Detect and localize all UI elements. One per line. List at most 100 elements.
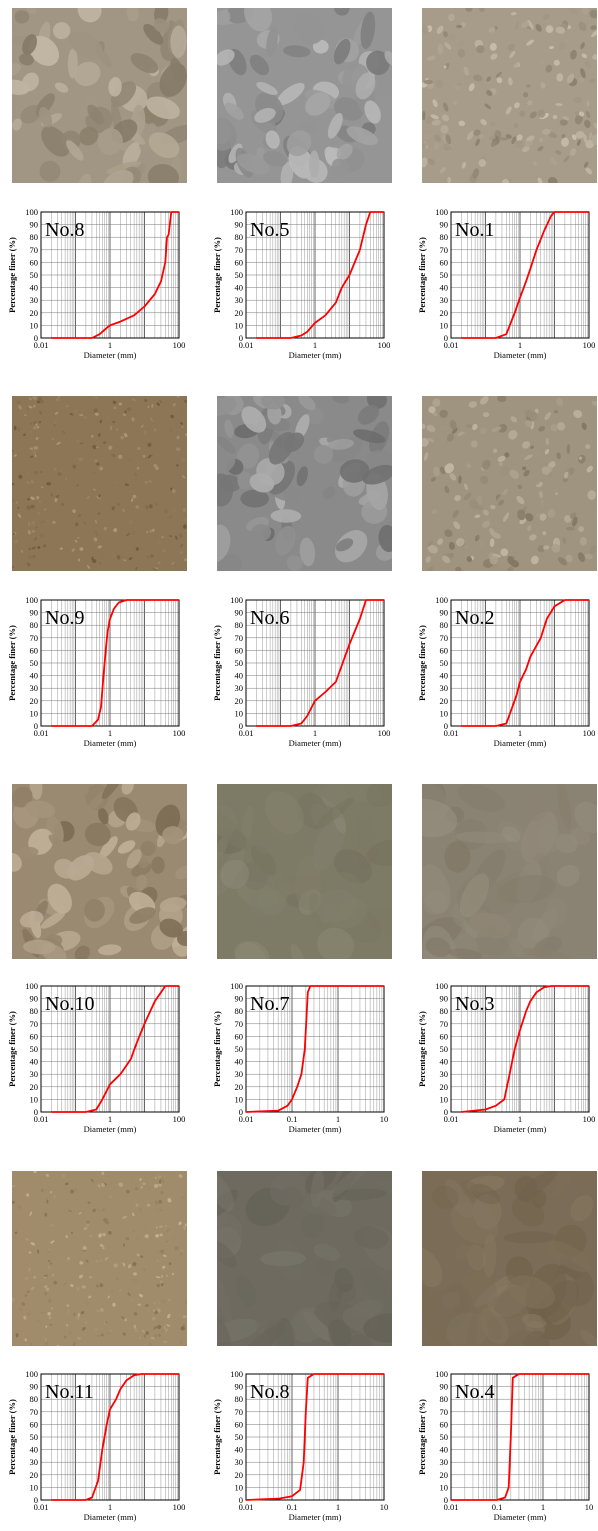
y-tick-label: 10 (30, 1482, 39, 1492)
y-tick-label: 90 (235, 994, 244, 1004)
x-tick-label: 0.01 (444, 1502, 459, 1512)
y-tick-label: 80 (440, 1006, 449, 1016)
y-tick-label: 30 (30, 1457, 39, 1467)
y-tick-label: 30 (440, 295, 449, 305)
y-tick-label: 100 (435, 981, 448, 991)
y-tick-label: 70 (30, 633, 39, 643)
x-tick-label: 0.1 (287, 1114, 298, 1124)
y-tick-label: 90 (440, 220, 449, 230)
chart-svg: 0 10 20 30 40 50 60 70 80 90 100 0.01 1 100 Diameter (… (417, 595, 596, 748)
y-tick-label: 0 (444, 1495, 448, 1505)
x-tick-label: 0.01 (34, 1502, 49, 1512)
y-tick-label: 70 (440, 245, 449, 255)
grain-size-chart: 0 10 20 30 40 50 60 70 80 90 100 0.01 1 100 Diameter (… (4, 588, 185, 748)
y-tick-label: 10 (440, 1094, 449, 1104)
sample-label: No.10 (45, 993, 94, 1015)
y-tick-label: 90 (440, 608, 449, 618)
x-tick-label: 0.01 (239, 1114, 254, 1124)
y-axis-label: Percentage finer (%) (417, 1399, 427, 1475)
y-tick-label: 100 (25, 1369, 38, 1379)
y-tick-label: 60 (440, 1031, 449, 1041)
y-tick-label: 10 (440, 320, 449, 330)
y-tick-label: 0 (444, 1107, 448, 1117)
y-tick-label: 90 (30, 608, 39, 618)
y-tick-label: 70 (235, 1019, 244, 1029)
x-tick-label: 100 (173, 340, 186, 350)
y-tick-label: 20 (30, 1082, 39, 1092)
grading-curve-line (245, 1373, 384, 1501)
y-tick-label: 70 (440, 1407, 449, 1417)
y-tick-label: 40 (30, 1057, 39, 1067)
y-tick-label: 60 (235, 645, 244, 655)
y-tick-label: 50 (235, 1432, 244, 1442)
y-tick-label: 50 (440, 1432, 449, 1442)
x-axis-label: Diameter (mm) (289, 350, 342, 360)
grain-size-chart: 0 10 20 30 40 50 60 70 80 90 100 0.01 0.1 1 10 Diameter… (209, 1362, 389, 1522)
y-tick-label: 60 (235, 1031, 244, 1041)
y-tick-label: 0 (34, 333, 38, 343)
y-tick-label: 20 (235, 696, 244, 706)
y-tick-label: 0 (34, 1495, 38, 1505)
y-tick-label: 70 (440, 633, 449, 643)
y-tick-label: 100 (25, 207, 38, 217)
y-tick-label: 30 (30, 683, 39, 693)
x-axis-label: Diameter (mm) (84, 350, 137, 360)
y-tick-label: 40 (235, 1057, 244, 1067)
y-tick-label: 60 (235, 257, 244, 267)
plot-frame (40, 211, 180, 339)
grain-size-chart: 0 10 20 30 40 50 60 70 80 90 100 0.01 1 100 Diameter (… (209, 588, 390, 748)
y-tick-label: 30 (30, 295, 39, 305)
y-tick-label: 40 (440, 1445, 449, 1455)
y-tick-label: 70 (30, 1407, 39, 1417)
y-tick-label: 80 (235, 1006, 244, 1016)
y-tick-label: 30 (235, 1457, 244, 1467)
sample-label: No.11 (45, 1381, 94, 1403)
y-tick-label: 90 (440, 994, 449, 1004)
y-tick-label: 80 (440, 232, 449, 242)
y-tick-label: 10 (235, 320, 244, 330)
grading-curve-line (245, 985, 384, 1113)
grading-curve-line (256, 599, 384, 727)
plot-frame (245, 599, 385, 727)
y-tick-label: 70 (235, 633, 244, 643)
y-tick-label: 40 (235, 283, 244, 293)
y-tick-label: 50 (235, 1044, 244, 1054)
sample-label: No.7 (250, 993, 289, 1015)
chart-svg: 0 10 20 30 40 50 60 70 80 90 100 0.01 1 100 Diameter (… (417, 981, 595, 1134)
grain-size-chart: 0 10 20 30 40 50 60 70 80 90 100 0.01 0.1 1 10 Diameter… (414, 1362, 594, 1522)
y-tick-label: 70 (440, 1019, 449, 1029)
x-axis-label: Diameter (mm) (494, 738, 547, 748)
x-axis-label: Diameter (mm) (494, 1512, 547, 1522)
y-tick-label: 30 (440, 1457, 449, 1467)
y-tick-label: 0 (444, 333, 448, 343)
x-tick-label: 1 (108, 1114, 112, 1124)
soil-sample-photo (422, 784, 597, 959)
y-tick-label: 0 (239, 1495, 243, 1505)
y-tick-label: 60 (30, 645, 39, 655)
y-tick-label: 90 (30, 1382, 39, 1392)
soil-sample-photo (422, 1171, 597, 1346)
y-tick-label: 100 (435, 1369, 448, 1379)
sample-label: No.2 (455, 607, 494, 629)
y-tick-label: 60 (30, 1419, 39, 1429)
x-tick-label: 100 (583, 728, 596, 738)
y-tick-label: 40 (30, 283, 39, 293)
y-tick-label: 50 (440, 270, 449, 280)
y-axis-label: Percentage finer (%) (7, 237, 17, 313)
x-tick-label: 100 (173, 1114, 186, 1124)
chart-svg: 0 10 20 30 40 50 60 70 80 90 100 0.01 0.1 1 10 Diameter… (417, 1369, 593, 1522)
y-tick-label: 50 (235, 658, 244, 668)
chart-svg: 0 10 20 30 40 50 60 70 80 90 100 0.01 1 100 Diameter (… (417, 207, 595, 360)
y-tick-label: 60 (440, 645, 449, 655)
y-axis-label: Percentage finer (%) (212, 237, 222, 313)
y-tick-label: 10 (235, 708, 244, 718)
y-tick-label: 90 (30, 220, 39, 230)
y-tick-label: 100 (435, 595, 448, 605)
y-tick-label: 100 (230, 1369, 243, 1379)
x-tick-label: 1 (518, 340, 522, 350)
chart-svg: 0 10 20 30 40 50 60 70 80 90 100 0.01 0.1 1 10 Diameter… (212, 1369, 388, 1522)
y-tick-label: 80 (30, 1394, 39, 1404)
soil-sample-photo (12, 396, 187, 571)
y-tick-label: 40 (235, 671, 244, 681)
y-tick-label: 30 (235, 683, 244, 693)
